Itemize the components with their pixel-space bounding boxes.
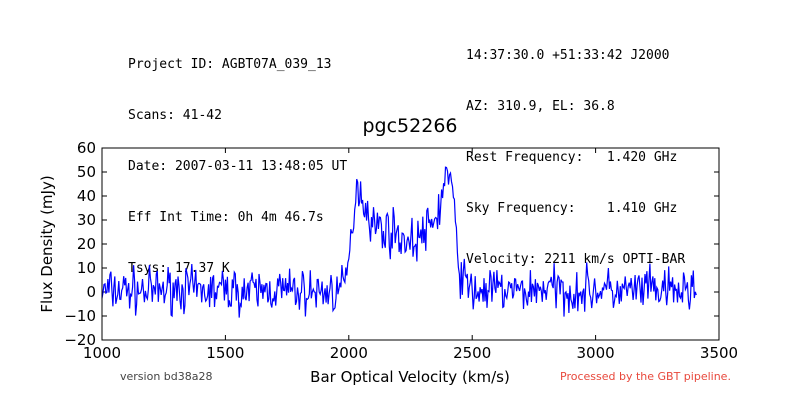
x-tick-label: 1000	[83, 344, 121, 362]
rest-frequency-line: Rest Frequency: 1.420 GHz	[466, 150, 678, 165]
y-tick-label: −20	[64, 331, 96, 349]
x-tick-label: 2500	[453, 344, 491, 362]
y-tick-label: 20	[77, 235, 96, 253]
pipeline-credit: Processed by the GBT pipeline.	[560, 370, 731, 383]
x-tick-label: 1500	[206, 344, 244, 362]
x-tick-label: 2000	[330, 344, 368, 362]
y-tick-label: 60	[77, 139, 96, 157]
y-axis-label: Flux Density (mJy)	[38, 175, 56, 312]
coordinates-line: 14:37:30.0 +51:33:42 J2000	[466, 48, 670, 63]
date-line: Date: 2007-03-11 13:48:05 UT	[128, 159, 348, 174]
plot-frame	[101, 147, 720, 341]
project-id-line: Project ID: AGBT07A_039_13	[128, 57, 332, 72]
y-tick-label: 40	[77, 187, 96, 205]
integration-time-line: Eff Int Time: 0h 4m 46.7s	[128, 210, 324, 225]
tick-labels: 1000 1500 2000 2500 3000 3500 −20 −10 0 10 20 30 40 5…	[64, 139, 738, 362]
x-tick-label: 3000	[577, 344, 615, 362]
version-label: version bd38a28	[120, 370, 213, 383]
sky-frequency-line: Sky Frequency: 1.410 GHz	[466, 201, 678, 216]
velocity-line: Velocity: 2211 km/s OPTI-BAR	[466, 252, 686, 267]
y-tick-label: −10	[64, 307, 96, 325]
observation-info-left: Project ID: AGBT07A_039_13 Scans: 41-42 …	[128, 22, 347, 294]
scans-line: Scans: 41-42	[128, 108, 222, 123]
x-axis-label: Bar Optical Velocity (km/s)	[310, 368, 510, 386]
y-tick-label: 50	[77, 163, 96, 181]
spectrum-line	[101, 166, 697, 318]
y-tick-label: 10	[77, 259, 96, 277]
x-tick-label: 3500	[700, 344, 738, 362]
y-tick-label: 30	[77, 211, 96, 229]
y-tick-label: 0	[86, 283, 96, 301]
az-el-line: AZ: 310.9, EL: 36.8	[466, 99, 615, 114]
chart-title: pgc52266	[362, 115, 458, 137]
observation-info-right: 14:37:30.0 +51:33:42 J2000 AZ: 310.9, EL…	[466, 13, 685, 285]
